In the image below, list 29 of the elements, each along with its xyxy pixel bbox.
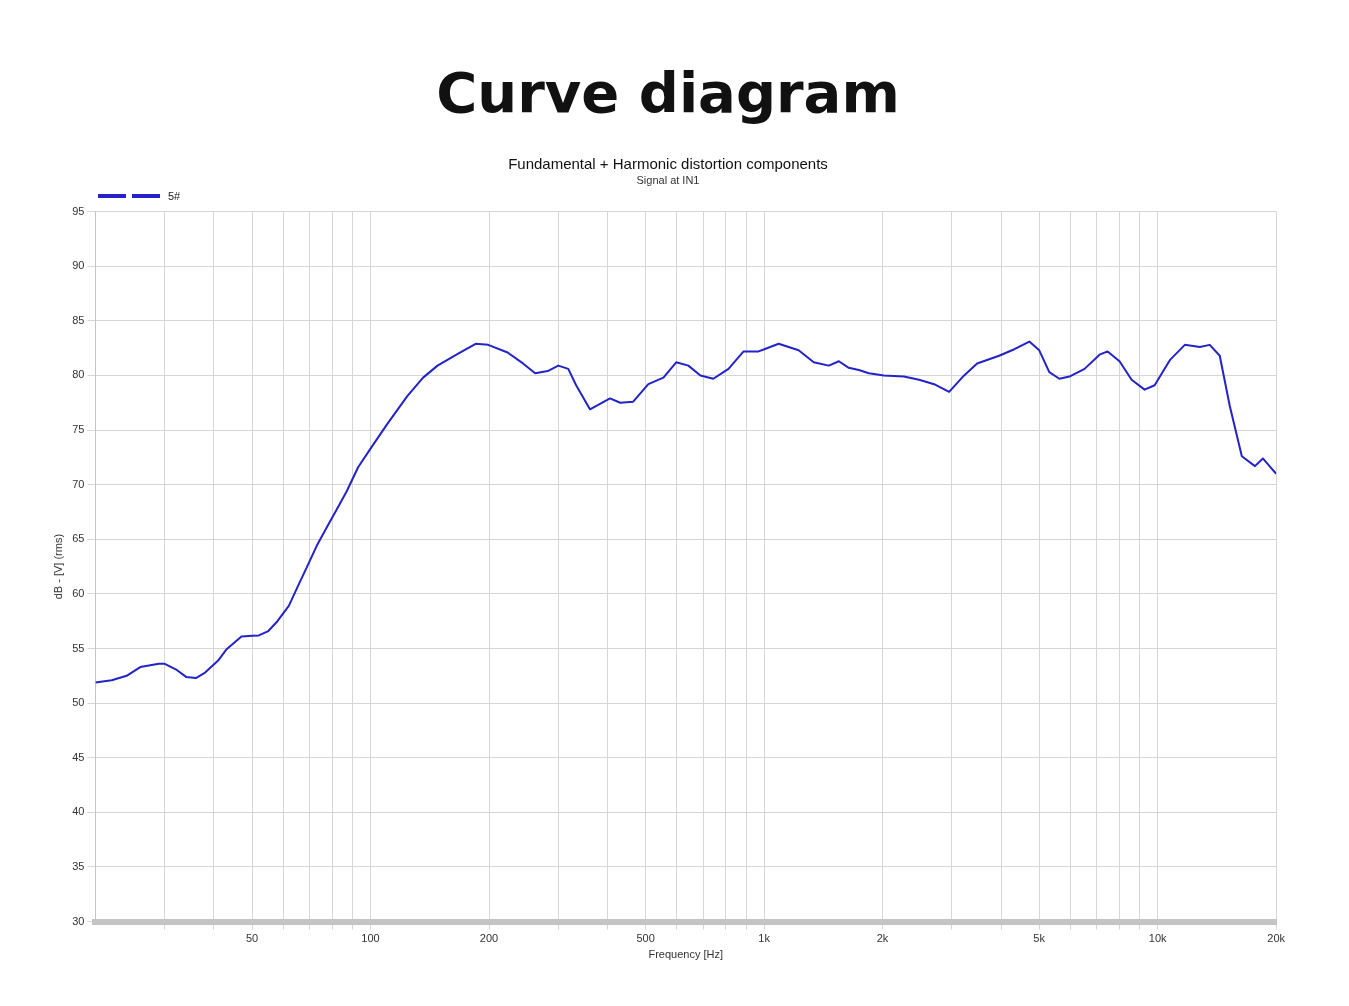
x-tick-label: 50 xyxy=(245,932,259,945)
y-tick-label: 75 xyxy=(72,423,85,436)
y-tick-label: 65 xyxy=(72,532,85,545)
x-tick-label: 1k xyxy=(758,932,771,945)
y-tick-label: 50 xyxy=(72,696,85,709)
y-tick-label: 35 xyxy=(72,860,85,873)
y-tick-label: 55 xyxy=(72,641,85,654)
y-tick-label: 80 xyxy=(72,368,85,381)
y-tick-label: 85 xyxy=(72,313,85,326)
chart-subtitle: Fundamental + Harmonic distortion components xyxy=(507,155,829,172)
y-tick-label: 95 xyxy=(72,204,85,217)
legend-label: 5# xyxy=(168,190,181,202)
y-tick-label: 45 xyxy=(72,750,85,763)
x-tick-label: 500 xyxy=(636,932,655,945)
x-tick-label: 100 xyxy=(361,932,380,945)
x-tick-label: 2k xyxy=(876,932,889,945)
y-tick-label: 90 xyxy=(72,259,85,272)
x-axis-title: Frequency [Hz] xyxy=(648,948,724,961)
x-tick-label: 20k xyxy=(1267,932,1286,945)
y-axis-title: dB - [V] (rms) xyxy=(51,533,64,600)
x-tick-label: 10k xyxy=(1148,932,1168,945)
y-tick-label: 40 xyxy=(72,805,85,818)
x-tick-label: 200 xyxy=(479,932,499,945)
y-tick-label: 60 xyxy=(72,586,85,599)
y-tick-label: 70 xyxy=(72,477,85,490)
x-tick-label: 5k xyxy=(1033,932,1046,945)
chart-title: Curve diagram xyxy=(435,60,901,125)
y-tick-label: 30 xyxy=(72,914,85,927)
text: Signal at IN1 xyxy=(635,174,701,186)
